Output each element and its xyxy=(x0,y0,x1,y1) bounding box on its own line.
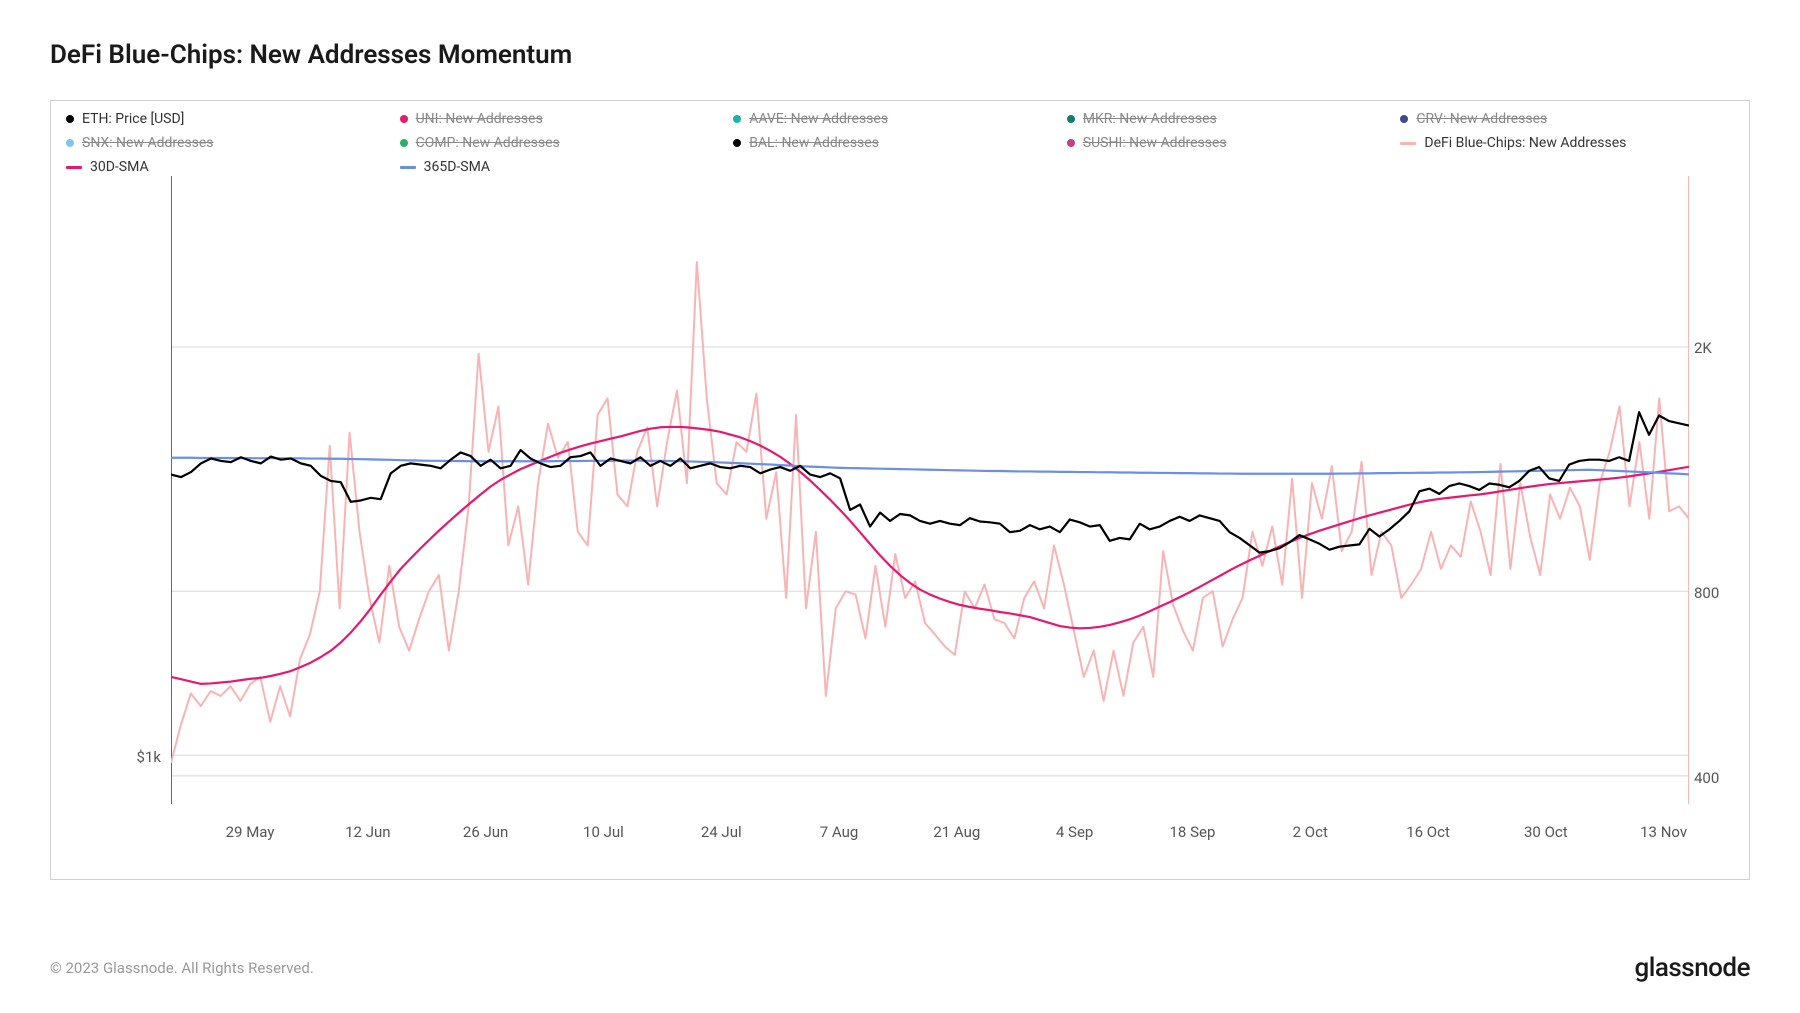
x-tick: 2 Oct xyxy=(1293,823,1328,841)
chart-title: DeFi Blue-Chips: New Addresses Momentum xyxy=(50,40,1750,70)
legend-item[interactable]: SUSHI: New Addresses xyxy=(1067,135,1401,151)
chart-container: ETH: Price [USD] UNI: New Addresses AAVE: … xyxy=(50,100,1750,880)
x-tick: 12 Jun xyxy=(345,823,390,841)
legend-item[interactable]: MKR: New Addresses xyxy=(1067,111,1401,127)
legend-marker xyxy=(733,139,741,147)
legend-marker xyxy=(400,166,416,169)
y-left-tick: $1k xyxy=(121,748,161,766)
x-tick: 30 Oct xyxy=(1524,823,1568,841)
legend-marker xyxy=(66,115,74,123)
legend-item[interactable]: COMP: New Addresses xyxy=(400,135,734,151)
copyright-text: © 2023 Glassnode. All Rights Reserved. xyxy=(50,959,314,977)
legend-label: SUSHI: New Addresses xyxy=(1083,135,1227,151)
y-right-tick: 400 xyxy=(1694,769,1729,787)
legend-marker xyxy=(66,139,74,147)
legend: ETH: Price [USD] UNI: New Addresses AAVE: … xyxy=(51,101,1749,188)
chart-svg xyxy=(171,176,1689,804)
legend-item[interactable]: UNI: New Addresses xyxy=(400,111,734,127)
x-tick: 18 Sep xyxy=(1170,823,1216,841)
legend-label: DeFi Blue-Chips: New Addresses xyxy=(1424,135,1626,151)
legend-label: AAVE: New Addresses xyxy=(749,111,888,127)
legend-label: 365D-SMA xyxy=(424,159,490,175)
legend-item[interactable]: AAVE: New Addresses xyxy=(733,111,1067,127)
x-tick: 10 Jul xyxy=(583,823,624,841)
legend-marker xyxy=(1400,142,1416,145)
legend-item[interactable]: ETH: Price [USD] xyxy=(66,111,400,127)
x-tick: 21 Aug xyxy=(933,823,980,841)
legend-label: BAL: New Addresses xyxy=(749,135,879,151)
x-tick: 26 Jun xyxy=(463,823,508,841)
legend-marker xyxy=(733,115,741,123)
legend-item[interactable]: 365D-SMA xyxy=(400,159,734,175)
legend-marker xyxy=(400,115,408,123)
legend-marker xyxy=(1067,115,1075,123)
x-tick: 29 May xyxy=(226,823,275,841)
legend-marker xyxy=(1067,139,1075,147)
x-tick: 16 Oct xyxy=(1406,823,1450,841)
legend-label: MKR: New Addresses xyxy=(1083,111,1217,127)
legend-label: 30D-SMA xyxy=(90,159,149,175)
legend-item[interactable]: CRV: New Addresses xyxy=(1400,111,1734,127)
legend-label: CRV: New Addresses xyxy=(1416,111,1547,127)
y-right-tick: 2K xyxy=(1694,339,1729,357)
legend-item[interactable]: SNX: New Addresses xyxy=(66,135,400,151)
legend-item[interactable]: DeFi Blue-Chips: New Addresses xyxy=(1400,135,1734,151)
legend-marker xyxy=(1400,115,1408,123)
plot-area xyxy=(171,176,1689,804)
legend-item[interactable]: BAL: New Addresses xyxy=(733,135,1067,151)
y-right-tick: 800 xyxy=(1694,584,1729,602)
legend-label: ETH: Price [USD] xyxy=(82,111,184,127)
legend-label: UNI: New Addresses xyxy=(416,111,543,127)
x-tick: 24 Jul xyxy=(701,823,742,841)
legend-marker xyxy=(66,166,82,169)
series-eth-black xyxy=(171,412,1689,552)
x-tick: 4 Sep xyxy=(1056,823,1093,841)
series-defi-pink xyxy=(171,262,1689,763)
brand-logo: glassnode xyxy=(1635,953,1750,983)
legend-label: SNX: New Addresses xyxy=(82,135,214,151)
legend-label: COMP: New Addresses xyxy=(416,135,560,151)
legend-marker xyxy=(400,139,408,147)
x-tick: 7 Aug xyxy=(820,823,859,841)
legend-item[interactable]: 30D-SMA xyxy=(66,159,400,175)
x-tick: 13 Nov xyxy=(1640,823,1687,841)
